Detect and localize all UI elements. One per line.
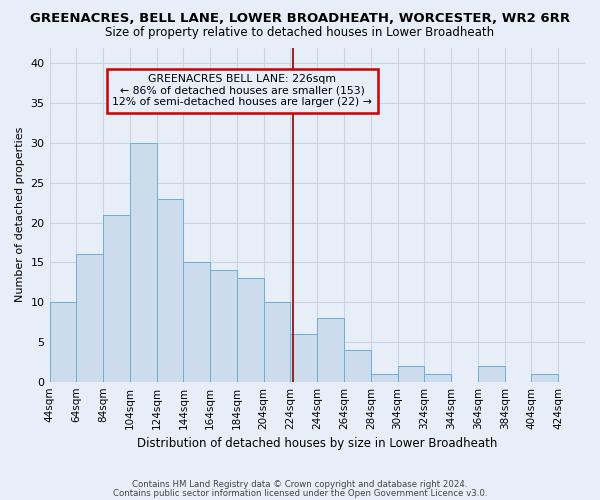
Bar bbox=[478, 366, 505, 382]
Text: Size of property relative to detached houses in Lower Broadheath: Size of property relative to detached ho… bbox=[106, 26, 494, 39]
Text: GREENACRES BELL LANE: 226sqm
← 86% of detached houses are smaller (153)
12% of s: GREENACRES BELL LANE: 226sqm ← 86% of de… bbox=[112, 74, 372, 108]
Bar bbox=[210, 270, 237, 382]
Bar bbox=[532, 374, 558, 382]
Text: Contains HM Land Registry data © Crown copyright and database right 2024.: Contains HM Land Registry data © Crown c… bbox=[132, 480, 468, 489]
Text: GREENACRES, BELL LANE, LOWER BROADHEATH, WORCESTER, WR2 6RR: GREENACRES, BELL LANE, LOWER BROADHEATH,… bbox=[30, 12, 570, 26]
Bar bbox=[157, 198, 184, 382]
X-axis label: Distribution of detached houses by size in Lower Broadheath: Distribution of detached houses by size … bbox=[137, 437, 497, 450]
Bar bbox=[76, 254, 103, 382]
Bar bbox=[264, 302, 290, 382]
Y-axis label: Number of detached properties: Number of detached properties bbox=[15, 127, 25, 302]
Bar bbox=[371, 374, 398, 382]
Text: Contains public sector information licensed under the Open Government Licence v3: Contains public sector information licen… bbox=[113, 488, 487, 498]
Bar bbox=[50, 302, 76, 382]
Bar bbox=[344, 350, 371, 382]
Bar bbox=[237, 278, 264, 382]
Bar bbox=[130, 143, 157, 382]
Bar bbox=[398, 366, 424, 382]
Bar bbox=[290, 334, 317, 382]
Bar bbox=[424, 374, 451, 382]
Bar bbox=[317, 318, 344, 382]
Bar bbox=[184, 262, 210, 382]
Bar bbox=[103, 214, 130, 382]
